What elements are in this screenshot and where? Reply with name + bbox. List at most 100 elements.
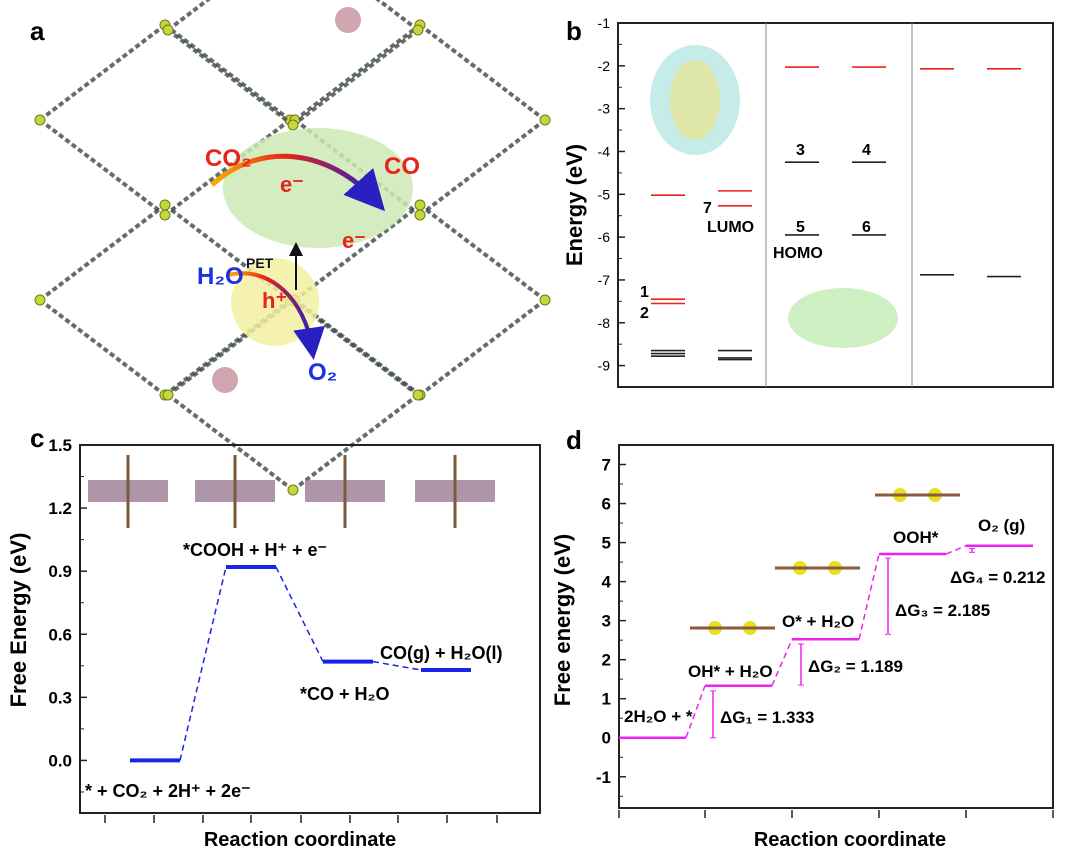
b-axes-frame <box>617 22 1054 388</box>
framework-linker <box>291 28 420 127</box>
step-label: CO(g) + H₂O(l) <box>380 643 502 663</box>
delta-g-label: ΔG₁ = 1.333 <box>720 708 814 727</box>
framework-linker <box>291 393 420 492</box>
panel-label-b: b <box>566 16 582 46</box>
ytick-label: 0.3 <box>48 688 72 707</box>
framework-linker <box>418 203 547 302</box>
thiophene-node <box>539 114 551 126</box>
pet-label: PET <box>246 255 274 271</box>
step-label: *COOH + H⁺ + e⁻ <box>183 540 327 560</box>
delta-g-label: ΔG₃ = 2.185 <box>895 601 990 620</box>
b-ytick-label: -3 <box>598 101 611 117</box>
connector <box>275 566 324 662</box>
thiophene-node <box>287 484 299 496</box>
homo-orbital-inset <box>788 288 898 348</box>
co-label: CO <box>384 153 420 180</box>
cluster-icon <box>212 367 238 393</box>
framework-linker <box>375 0 420 32</box>
framework-linker <box>38 298 167 397</box>
b-ytick-label: -6 <box>598 229 611 245</box>
thiophene-node <box>287 119 299 131</box>
cluster-icon <box>335 7 361 33</box>
ytick-label: 1 <box>602 690 611 709</box>
framework-linker <box>166 28 295 127</box>
framework-linker <box>293 23 422 122</box>
cof-framework-structure <box>34 0 551 496</box>
delta-g-label: ΔG₄ = 0.212 <box>950 568 1045 587</box>
framework-linker <box>418 298 547 397</box>
framework-linker <box>163 118 292 217</box>
framework-linker <box>38 23 167 122</box>
thiophene-node <box>159 199 171 211</box>
ytick-label: 0.0 <box>48 751 72 770</box>
b-annotation: 6 <box>862 219 871 236</box>
step-label: *CO + H₂O <box>300 684 390 704</box>
b-annotation: 7 <box>703 200 712 217</box>
co2-reduction-arrow <box>210 153 386 212</box>
ytick-label: 5 <box>602 534 611 553</box>
framework-illustration: CO₂ e⁻ e⁻ CO PET H₂O h⁺ O₂ <box>34 0 551 496</box>
thiophene-node <box>412 389 424 401</box>
co2-label: CO₂ <box>205 145 252 172</box>
b-ytick-label: -8 <box>598 315 611 331</box>
electron-label-1: e⁻ <box>280 172 304 197</box>
ytick-label: 2 <box>602 651 611 670</box>
ytick-label: 6 <box>602 495 611 514</box>
b-ytick-label: -2 <box>598 58 611 74</box>
hole-label: h⁺ <box>262 288 287 313</box>
b-ylabel: Energy (eV) <box>562 144 587 266</box>
b-annotation: 2 <box>640 305 649 322</box>
connector <box>945 545 967 555</box>
panel-label-c: c <box>30 423 44 453</box>
ytick-label: 1.5 <box>48 436 72 455</box>
framework-linker <box>38 118 167 217</box>
panel-label-a: a <box>30 16 45 46</box>
co2-reduction-free-energy-chart: 0.0 0.3 0.6 0.9 1.2 1.5 * + CO₂ + 2H⁺ + 2e⁻ *CO… <box>48 436 541 823</box>
lumo-orbital-inset-core <box>670 60 720 140</box>
ytick-label: -1 <box>596 768 611 787</box>
step-label: O* + H₂O <box>782 612 854 631</box>
ytick-label: 0 <box>602 729 611 748</box>
step-label: OH* + H₂O <box>688 662 773 681</box>
framework-linker <box>166 0 211 32</box>
d-ylabel: Free energy (eV) <box>550 534 575 706</box>
b-ytick-label: -5 <box>598 186 611 202</box>
framework-linker <box>293 203 422 302</box>
panel-d-axes-frame <box>618 444 1054 809</box>
energy-level-chart: -1 -2 -3 -4 -5 -6 -7 -8 -9 1 2 7 LUMO 3 4 5 6 HOMO <box>598 15 1054 388</box>
d-xlabel: Reaction coordinate <box>754 829 946 851</box>
b-ytick-label: -1 <box>598 15 611 31</box>
connector <box>858 553 880 640</box>
step-label: 2H₂O + * <box>624 707 693 726</box>
ytick-label: 4 <box>602 573 612 592</box>
thiophene-node <box>162 24 174 36</box>
thiophene-node <box>414 209 426 221</box>
framework-linker <box>418 118 547 217</box>
b-annotation: 4 <box>862 142 871 159</box>
framework-linker <box>166 393 295 492</box>
h2o-label: H₂O <box>197 263 244 290</box>
ytick-label: 3 <box>602 612 611 631</box>
panel-c-axes-frame <box>79 444 541 814</box>
framework-linker <box>163 23 292 122</box>
b-annotation: HOMO <box>773 245 823 262</box>
connector <box>179 566 227 761</box>
water-oxidation-arrow <box>227 271 325 360</box>
b-annotation: 5 <box>796 219 805 236</box>
delta-g-label: ΔG₂ = 1.189 <box>808 657 903 676</box>
step-label: * + CO₂ + 2H⁺ + 2e⁻ <box>85 781 251 801</box>
thiophene-node <box>539 294 551 306</box>
c-ylabel: Free Energy (eV) <box>6 533 31 708</box>
electron-label-2: e⁻ <box>342 228 366 253</box>
step-label: OOH* <box>893 528 939 547</box>
b-annotation: 1 <box>640 284 649 301</box>
o2-label: O₂ <box>308 359 337 386</box>
connector <box>372 660 422 671</box>
thiophene-node <box>159 209 171 221</box>
b-ytick-label: -4 <box>598 143 611 159</box>
thiophene-node <box>162 389 174 401</box>
framework-linker <box>38 203 167 302</box>
ytick-label: 7 <box>602 456 611 475</box>
panel-label-d: d <box>566 425 582 455</box>
